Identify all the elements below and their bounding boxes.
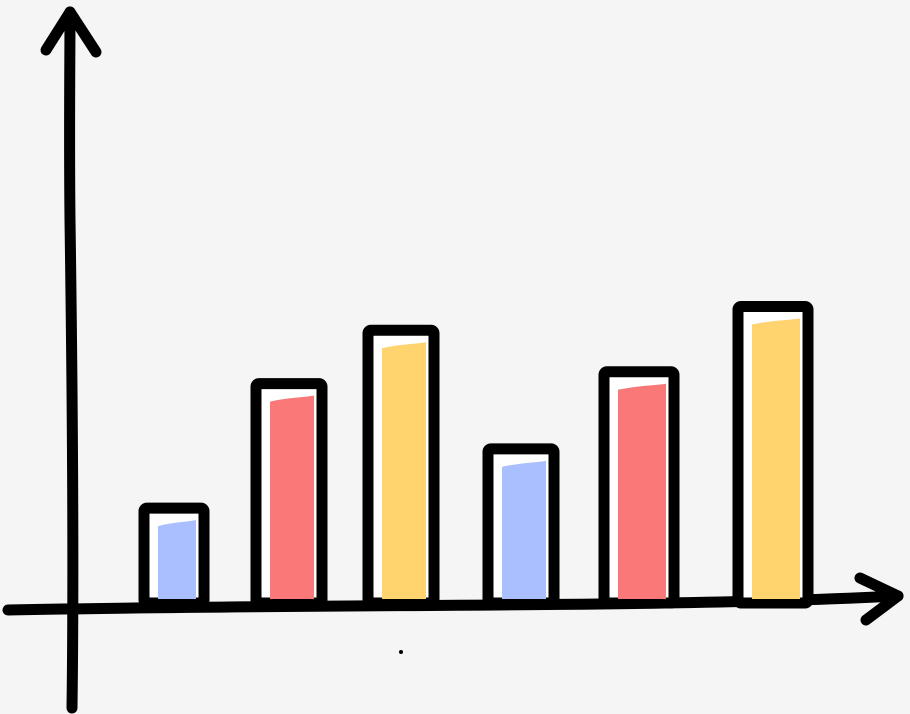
- bar-fill: [618, 383, 666, 599]
- bar-1: [138, 502, 210, 609]
- x-axis-arrowhead: [854, 572, 904, 626]
- bar-fill: [158, 520, 196, 599]
- bar-5: [598, 366, 680, 609]
- bar-fill: [752, 318, 800, 599]
- bar-fill: [270, 395, 314, 599]
- stray-dot: [399, 650, 403, 654]
- bar-fill: [502, 460, 546, 599]
- bar-4: [482, 443, 560, 609]
- bar-6: [732, 301, 814, 609]
- chart-bars: [138, 301, 814, 609]
- y-axis-line: [64, 6, 79, 714]
- bar-fill: [382, 342, 426, 599]
- bar-3: [362, 324, 440, 609]
- bar-2: [250, 378, 328, 609]
- y-axis-arrowhead: [40, 6, 102, 58]
